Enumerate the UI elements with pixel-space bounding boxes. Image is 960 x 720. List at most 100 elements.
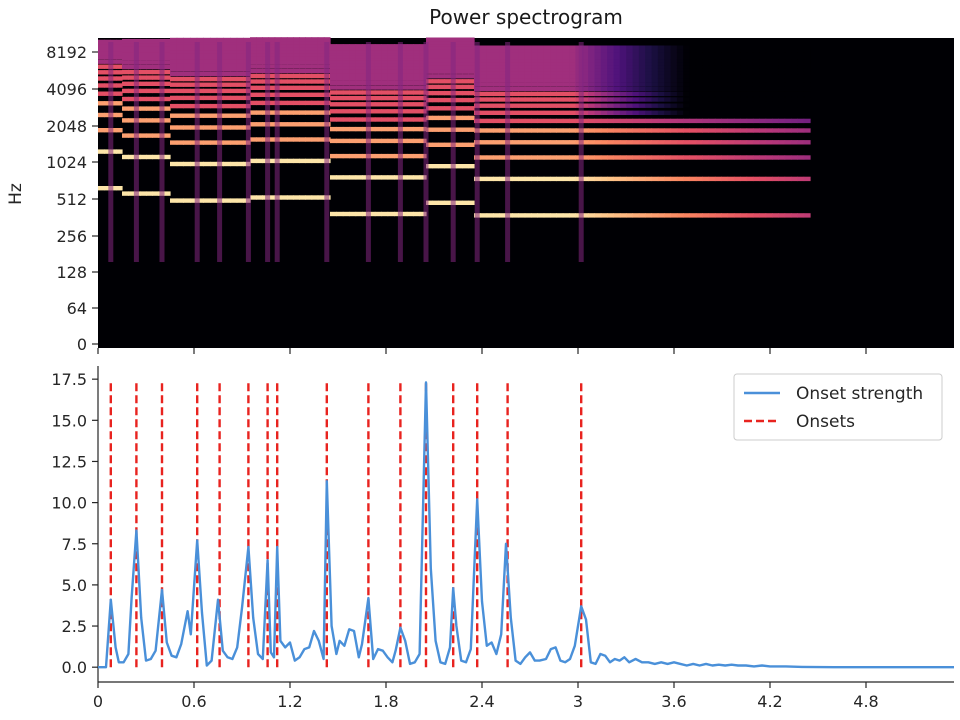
- spectrogram-harmonic-band: [349, 76, 357, 81]
- spectrogram-harmonic-band: [569, 155, 576, 160]
- spectrogram-harmonic-band: [626, 86, 634, 92]
- spectrogram-harmonic-band: [183, 45, 191, 51]
- spectrogram-harmonic-band: [670, 97, 678, 102]
- spectrogram-harmonic-band: [721, 118, 729, 124]
- spectrogram-harmonic-band: [355, 102, 363, 107]
- spectrogram-harmonic-band: [746, 110, 754, 115]
- spectrogram-harmonic-band: [342, 56, 350, 61]
- spectrogram-harmonic-band: [468, 115, 475, 121]
- spectrogram-harmonic-band: [362, 90, 369, 95]
- spectrogram-harmonic-band: [626, 66, 634, 72]
- spectrogram-harmonic-band: [336, 46, 344, 51]
- spectrogram-harmonic-band: [210, 43, 218, 48]
- spectrogram-harmonic-band: [651, 155, 659, 160]
- spectrogram-harmonic-band: [581, 155, 589, 160]
- spectrogram-harmonic-band: [183, 67, 191, 72]
- spectrogram-harmonic-band: [772, 50, 779, 55]
- spectrogram-harmonic-band: [562, 97, 570, 102]
- spectrogram-harmonic-band: [676, 176, 684, 182]
- spectrogram-harmonic-band: [98, 46, 105, 52]
- spectrogram-harmonic-band: [146, 60, 153, 65]
- spectrogram-harmonic-band: [286, 39, 294, 45]
- spectrogram-harmonic-band: [196, 140, 204, 145]
- spectrogram-harmonic-band: [784, 74, 792, 79]
- spectrogram-harmonic-band: [537, 47, 545, 53]
- spectrogram-harmonic-band: [280, 64, 288, 69]
- spectrogram-harmonic-band: [550, 45, 557, 50]
- spectrogram-harmonic-band: [444, 65, 451, 70]
- spectrogram-harmonic-band: [268, 59, 276, 65]
- spectrogram-harmonic-band: [230, 63, 238, 68]
- spectrogram-harmonic-band: [444, 164, 451, 169]
- spectrogram-harmonic-band: [689, 60, 697, 66]
- spectrogram-harmonic-band: [803, 60, 811, 66]
- spectrogram-harmonic-band: [651, 45, 659, 50]
- spectrogram-harmonic-band: [714, 176, 722, 182]
- spectrogram-harmonic-band: [778, 213, 786, 218]
- spectrogram-harmonic-band: [438, 37, 445, 42]
- spectrogram-harmonic-band: [499, 74, 507, 79]
- spectrogram-harmonic-band: [426, 84, 433, 90]
- spectrogram-harmonic-band: [702, 60, 710, 66]
- spectrogram-harmonic-band: [657, 82, 665, 87]
- spectrogram-harmonic-band: [438, 69, 445, 74]
- spectrogram-harmonic-band: [797, 47, 805, 53]
- spectrogram-harmonic-band: [362, 102, 369, 107]
- spectrogram-harmonic-band: [419, 62, 427, 67]
- spectrogram-harmonic-band: [531, 74, 538, 79]
- spectrogram-harmonic-band: [368, 46, 376, 51]
- spectrogram-harmonic-band: [670, 45, 678, 50]
- spectrogram-harmonic-band: [128, 64, 135, 70]
- spectrogram-harmonic-band: [444, 61, 451, 66]
- spectrogram-harmonic-band: [426, 48, 433, 53]
- spectrogram-harmonic-band: [765, 74, 773, 79]
- spectrogram-harmonic-band: [695, 47, 703, 53]
- spectrogram-harmonic-band: [670, 86, 678, 92]
- spectrogram-harmonic-band: [486, 57, 494, 63]
- spectrogram-harmonic-band: [499, 66, 507, 72]
- spectrogram-harmonic-band: [784, 77, 792, 83]
- spectrogram-harmonic-band: [468, 74, 475, 79]
- spectrogram-harmonic-band: [419, 65, 427, 70]
- onset-y-tick-label: 0.0: [62, 658, 87, 677]
- spectrogram-harmonic-band: [299, 42, 306, 48]
- spectrogram-harmonic-band: [413, 65, 421, 70]
- spectrogram-harmonic-band: [444, 45, 451, 50]
- spectrogram-harmonic-band: [317, 195, 325, 200]
- spectrogram-harmonic-band: [176, 113, 184, 118]
- spectrogram-harmonic-band: [116, 91, 123, 96]
- spectrogram-harmonic-band: [607, 52, 614, 57]
- spectrogram-harmonic-band: [419, 126, 427, 132]
- spectrogram-harmonic-band: [128, 118, 135, 123]
- spectrogram-harmonic-band: [619, 110, 627, 115]
- spectrogram-harmonic-band: [683, 91, 691, 97]
- spectrogram-harmonic-band: [387, 85, 395, 90]
- spectrogram-harmonic-band: [299, 68, 306, 74]
- spectrogram-harmonic-band: [676, 45, 684, 50]
- spectrogram-harmonic-band: [670, 103, 678, 108]
- spectrogram-harmonic-band: [432, 164, 439, 169]
- spectrogram-harmonic-band: [727, 91, 735, 97]
- onset-y-tick-label: 12.5: [51, 452, 87, 471]
- spectrogram-harmonic-band: [752, 45, 760, 50]
- spectrogram-harmonic-band: [657, 45, 665, 50]
- spectrogram-harmonic-band: [765, 82, 773, 87]
- spectrogram-harmonic-band: [493, 103, 500, 108]
- spectrogram-harmonic-band: [569, 91, 576, 97]
- spectrogram-harmonic-band: [556, 82, 564, 87]
- spectrogram-harmonic-band: [714, 128, 722, 133]
- spectrogram-harmonic-band: [419, 56, 427, 61]
- spectrogram-harmonic-band: [293, 49, 300, 54]
- spectrogram-harmonic-band: [569, 70, 576, 75]
- spectrogram-harmonic-band: [362, 153, 369, 159]
- spectrogram-harmonic-band: [444, 42, 451, 47]
- spectrogram-harmonic-band: [803, 140, 811, 145]
- spectrogram-harmonic-band: [524, 47, 532, 53]
- spectrogram-harmonic-band: [626, 82, 634, 87]
- spectrogram-harmonic-band: [518, 110, 526, 115]
- spectrogram-harmonic-band: [537, 128, 545, 133]
- spectrogram-harmonic-band: [355, 117, 363, 122]
- spectrogram-harmonic-band: [140, 48, 147, 53]
- spectrogram-harmonic-band: [336, 109, 344, 114]
- spectrogram-harmonic-band: [727, 47, 735, 53]
